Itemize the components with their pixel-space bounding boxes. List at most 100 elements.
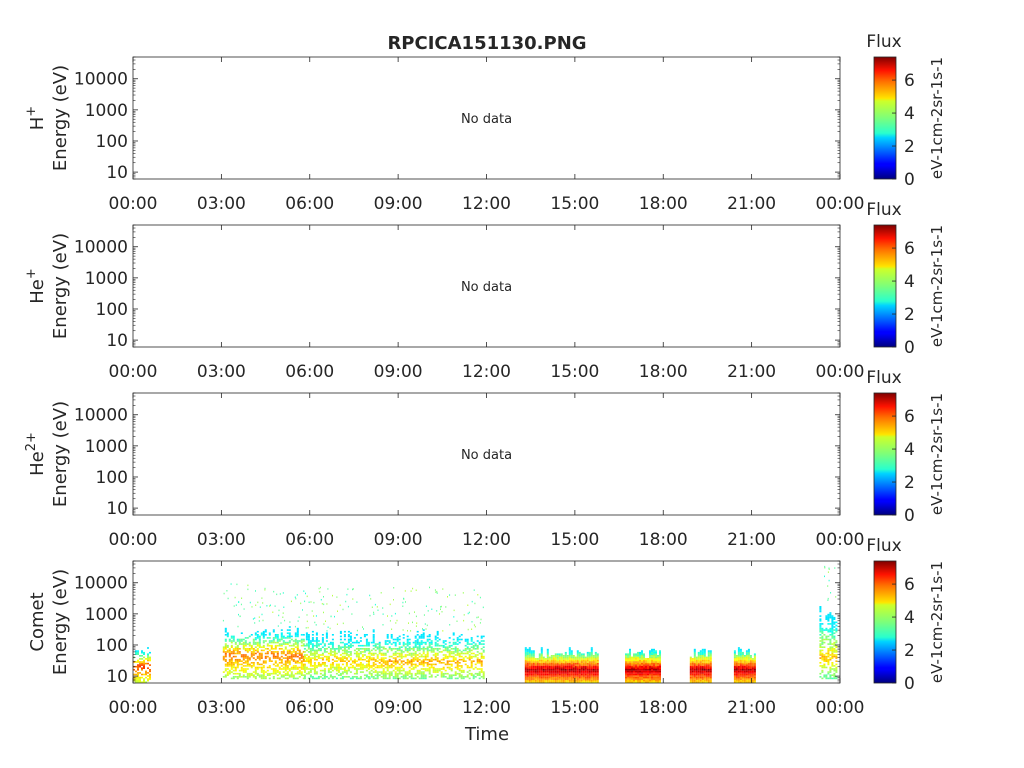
- flux-cell: [627, 662, 629, 665]
- flux-cell: [339, 646, 342, 648]
- count-point: [352, 598, 354, 600]
- flux-cell: [406, 663, 409, 666]
- flux-cell: [347, 669, 350, 672]
- flux-cell: [566, 655, 569, 657]
- flux-cell: [272, 663, 275, 666]
- count-point: [474, 602, 476, 605]
- flux-cell: [568, 672, 571, 674]
- flux-cell: [386, 640, 389, 642]
- flux-cell: [454, 672, 457, 675]
- flux-cell: [351, 660, 354, 662]
- flux-cell: [274, 637, 277, 639]
- flux-cell: [627, 656, 629, 659]
- flux-cell: [141, 676, 143, 679]
- flux-cell: [276, 640, 279, 642]
- flux-cell: [831, 629, 834, 631]
- flux-cell: [709, 656, 712, 659]
- flux-cell: [468, 677, 471, 680]
- flux-cell: [390, 655, 393, 658]
- flux-cell: [270, 648, 273, 650]
- flux-cell: [554, 655, 557, 657]
- flux-cell: [536, 678, 539, 680]
- count-point: [442, 588, 444, 590]
- count-point: [369, 594, 371, 597]
- flux-cell: [536, 679, 539, 682]
- flux-cell: [629, 650, 631, 652]
- flux-cell: [368, 651, 371, 653]
- flux-cell: [386, 665, 389, 667]
- flux-cell: [833, 649, 836, 652]
- flux-cell: [831, 616, 834, 619]
- flux-cell: [454, 654, 457, 656]
- flux-cell: [528, 647, 531, 649]
- flux-cell: [540, 667, 543, 669]
- flux-cell: [747, 655, 750, 657]
- flux-cell: [556, 656, 559, 659]
- flux-cell: [653, 662, 655, 665]
- flux-cell: [294, 677, 297, 680]
- flux-cell: [446, 660, 449, 662]
- flux-cell: [735, 662, 738, 665]
- colorbar-unit-label: eV-1cm-2sr-1s-1: [928, 57, 946, 179]
- flux-cell: [560, 664, 563, 666]
- flux-cell: [323, 651, 326, 653]
- flux-cell: [695, 667, 698, 669]
- flux-cell: [406, 674, 409, 676]
- flux-cell: [639, 665, 641, 668]
- flux-cell: [627, 658, 629, 660]
- flux-cell: [695, 659, 698, 662]
- flux-cell: [390, 649, 393, 652]
- count-point: [440, 606, 442, 608]
- x-tick-label: 21:00: [727, 530, 776, 550]
- flux-cell: [653, 679, 655, 682]
- flux-cell: [390, 637, 393, 639]
- flux-cell: [582, 669, 585, 671]
- flux-cell: [353, 641, 356, 644]
- flux-cell: [643, 653, 645, 655]
- flux-cell: [594, 673, 597, 676]
- flux-cell: [329, 668, 332, 670]
- flux-cell: [737, 648, 740, 651]
- flux-cell: [396, 637, 399, 639]
- flux-cell: [378, 651, 381, 653]
- flux-cell: [831, 618, 834, 620]
- flux-cell: [309, 648, 312, 650]
- flux-cell: [747, 678, 750, 680]
- flux-cell: [566, 673, 569, 676]
- flux-cell: [274, 671, 277, 673]
- flux-cell: [135, 661, 137, 663]
- flux-cell: [398, 666, 401, 669]
- flux-cell: [582, 675, 585, 677]
- flux-cell: [294, 651, 297, 653]
- flux-cell: [410, 648, 413, 650]
- flux-cell: [230, 635, 233, 638]
- flux-cell: [476, 654, 479, 656]
- flux-cell: [560, 665, 563, 668]
- flux-cell: [394, 674, 397, 676]
- flux-cell: [639, 669, 641, 671]
- count-point: [436, 610, 438, 612]
- flux-cell: [739, 665, 742, 668]
- flux-cell: [582, 676, 585, 679]
- flux-cell: [398, 672, 401, 675]
- flux-cell: [256, 648, 259, 650]
- flux-cell: [482, 657, 485, 659]
- flux-cell: [588, 659, 591, 662]
- flux-cell: [456, 637, 459, 639]
- flux-cell: [464, 644, 467, 647]
- flux-cell: [394, 648, 397, 650]
- flux-cell: [331, 663, 334, 666]
- flux-cell: [574, 673, 577, 676]
- count-point: [330, 615, 332, 618]
- flux-cell: [412, 666, 415, 669]
- flux-cell: [592, 669, 595, 671]
- flux-cell: [363, 666, 366, 669]
- flux-cell: [635, 681, 637, 683]
- flux-cell: [460, 676, 463, 678]
- count-point: [471, 621, 473, 623]
- flux-cell: [564, 656, 567, 659]
- flux-cell: [145, 673, 147, 676]
- flux-cell: [341, 663, 344, 666]
- flux-cell: [639, 662, 641, 665]
- panel-1: 00:00 03:00 06:00 09:00 12:00 15:00 18:00 21:00…: [24, 200, 946, 382]
